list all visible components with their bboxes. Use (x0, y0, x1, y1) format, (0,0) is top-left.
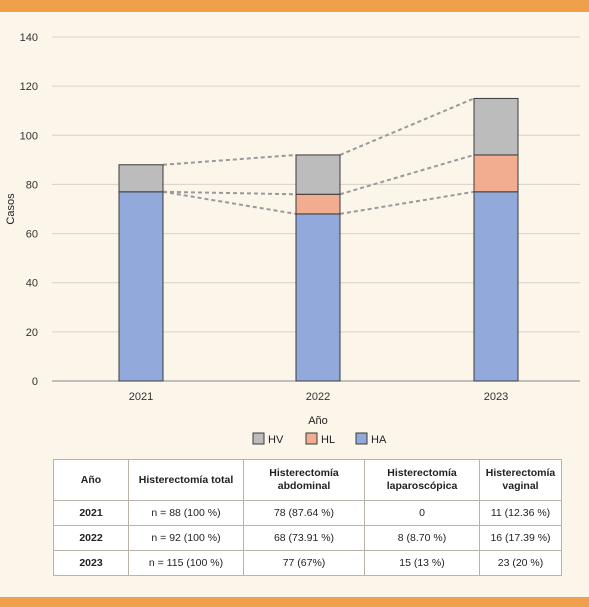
connector-line-hl (339, 153, 475, 196)
chart-legend: HV HL HA (252, 432, 387, 446)
connector-line-hl (162, 190, 297, 196)
legend-label-ha: HA (371, 434, 387, 446)
header-year: Año (53, 459, 129, 501)
cell-laparoscopic: 15 (13 %) (364, 550, 480, 576)
y-tick-label: 80 (26, 179, 38, 191)
y-tick-label: 140 (20, 32, 38, 44)
cell-total: n = 88 (100 %) (128, 500, 244, 526)
bar-ha-2021 (118, 191, 164, 382)
header-vaginal: Histerectomía vaginal (479, 459, 562, 501)
bar-hl-2023 (473, 154, 519, 193)
legend-label-hv: HV (268, 434, 284, 446)
bar-ha-2022 (295, 213, 341, 382)
legend-label-hl: HL (321, 434, 335, 446)
cell-year: 2023 (53, 550, 129, 576)
bar-hl-2022 (295, 193, 341, 215)
bar-hv-2023 (473, 97, 519, 156)
bottom-accent-band (0, 597, 589, 607)
table-header-row: Año Histerectomía total Histerectomía ab… (53, 459, 562, 501)
table-row: 2023 n = 115 (100 %) 77 (67%) 15 (13 %) … (53, 550, 562, 576)
connector-line-ha (339, 190, 475, 215)
y-axis-ticks: 0 20 40 60 80 100 120 140 (20, 32, 38, 388)
bar-hv-2021 (118, 164, 164, 193)
cell-laparoscopic: 8 (8.70 %) (364, 525, 480, 551)
header-laparoscopic: Histerectomía laparoscópica (364, 459, 480, 501)
connector-line-hv (339, 97, 475, 156)
y-tick-label: 0 (32, 376, 38, 388)
connector-line-hv (162, 153, 297, 166)
y-tick-label: 120 (20, 81, 38, 93)
chart-bars (118, 97, 519, 382)
cell-vaginal: 16 (17.39 %) (479, 525, 562, 551)
y-tick-label: 40 (26, 278, 38, 290)
legend-swatch-hv (252, 432, 265, 445)
header-total: Histerectomía total (128, 459, 244, 501)
bar-ha-2023 (473, 191, 519, 382)
x-tick-label: 2021 (129, 391, 153, 403)
legend-swatch-hl (305, 432, 318, 445)
header-abdominal: Histerectomía abdominal (243, 459, 365, 501)
cell-total: n = 92 (100 %) (128, 525, 244, 551)
cell-abdominal: 77 (67%) (243, 550, 365, 576)
cell-abdominal: 78 (87.64 %) (243, 500, 365, 526)
y-tick-label: 20 (26, 327, 38, 339)
legend-swatch-ha (355, 432, 368, 445)
y-axis-label: Casos (5, 193, 17, 225)
hysterectomy-table: Año Histerectomía total Histerectomía ab… (53, 459, 562, 576)
table-row: 2021 n = 88 (100 %) 78 (87.64 %) 0 11 (1… (53, 500, 562, 526)
cell-vaginal: 11 (12.36 %) (479, 500, 562, 526)
y-tick-label: 100 (20, 130, 38, 142)
x-axis-label: Año (308, 415, 328, 427)
cell-vaginal: 23 (20 %) (479, 550, 562, 576)
connector-line-ha (162, 190, 297, 215)
cell-total: n = 115 (100 %) (128, 550, 244, 576)
x-axis-ticks: 2021 2022 2023 (129, 391, 508, 403)
top-accent-band (0, 0, 589, 12)
cell-year: 2022 (53, 525, 129, 551)
bar-hv-2022 (295, 154, 341, 195)
connector-lines (162, 97, 475, 215)
table-row: 2022 n = 92 (100 %) 68 (73.91 %) 8 (8.70… (53, 525, 562, 551)
stacked-bar-chart: 0 20 40 60 80 100 120 140 2021 2022 2023 Casos Añ… (5, 32, 580, 446)
cell-laparoscopic: 0 (364, 500, 480, 526)
x-tick-label: 2023 (484, 391, 508, 403)
cell-abdominal: 68 (73.91 %) (243, 525, 365, 551)
cell-year: 2021 (53, 500, 129, 526)
x-tick-label: 2022 (306, 391, 330, 403)
y-tick-label: 60 (26, 229, 38, 241)
